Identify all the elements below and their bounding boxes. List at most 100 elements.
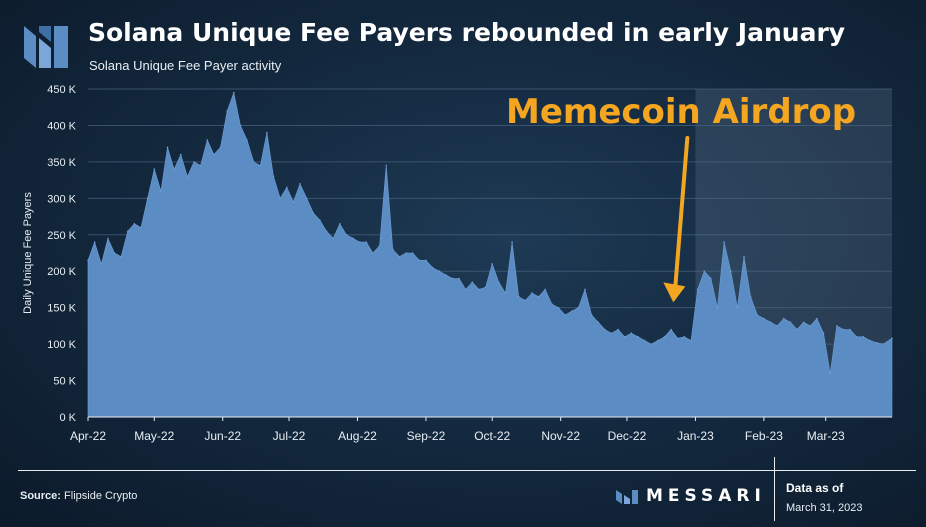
data-point <box>623 336 626 338</box>
data-point <box>657 339 659 342</box>
data-point <box>776 325 778 327</box>
data-point <box>531 292 533 294</box>
data-point <box>246 139 248 141</box>
data-point <box>849 328 851 331</box>
data-point <box>272 175 275 178</box>
data-point <box>630 332 633 334</box>
data-point <box>590 314 593 316</box>
x-tick-label: Jun-22 <box>204 429 241 443</box>
data-point <box>464 288 467 291</box>
data-point <box>749 295 752 298</box>
x-tick-label: Oct-22 <box>474 429 510 443</box>
data-point <box>325 230 328 232</box>
y-tick-label: 450 K <box>47 84 76 96</box>
data-point <box>511 241 513 243</box>
data-point <box>418 259 421 262</box>
data-point <box>252 161 255 163</box>
data-point <box>166 146 169 149</box>
y-tick-label: 200 K <box>47 266 76 278</box>
data-point <box>239 124 242 127</box>
x-tick-label: Dec-22 <box>608 429 647 443</box>
x-tick-label: Mar-23 <box>807 429 845 443</box>
data-point <box>279 197 281 200</box>
data-point <box>332 237 334 240</box>
data-point <box>126 230 129 232</box>
x-tick-label: Feb-23 <box>745 429 783 443</box>
data-point <box>146 197 149 200</box>
data-point <box>431 266 434 269</box>
data-point <box>650 343 653 345</box>
x-tick-label: Nov-22 <box>541 429 580 443</box>
data-point <box>756 314 759 316</box>
data-point <box>498 281 500 283</box>
source-label: Source: <box>20 490 61 502</box>
data-point <box>179 153 182 156</box>
data-point <box>763 317 765 320</box>
data-point <box>670 328 672 331</box>
data-point <box>365 241 368 243</box>
data-point <box>113 252 116 254</box>
data-point <box>226 110 228 112</box>
data-point <box>570 310 573 313</box>
data-point <box>319 219 321 221</box>
x-tick-label: Aug-22 <box>338 429 377 443</box>
y-axis-title: Daily Unique Fee Payers <box>22 192 34 314</box>
data-point <box>577 306 580 309</box>
data-point <box>405 252 407 254</box>
x-tick-label: May-22 <box>134 429 174 443</box>
data-point <box>683 336 686 338</box>
data-point <box>597 321 600 324</box>
data-point <box>352 237 354 240</box>
brand-name: MESSARI <box>646 486 766 506</box>
data-point <box>285 186 288 189</box>
data-point <box>213 153 215 156</box>
x-tick-label: Apr-22 <box>70 429 106 443</box>
data-point <box>829 372 831 375</box>
data-point <box>676 337 679 340</box>
data-point <box>816 317 818 320</box>
data-point <box>723 241 725 243</box>
data-point <box>193 161 195 163</box>
data-point <box>173 168 175 170</box>
messari-brand-icon <box>616 490 638 504</box>
data-point <box>504 292 507 294</box>
data-point <box>140 226 142 229</box>
area-chart: 0 K 50 K 100 K 150 K 200 K 250 K 300 K 350 K 400… <box>22 84 893 443</box>
data-point <box>312 212 315 214</box>
data-point <box>133 223 136 225</box>
data-point <box>153 168 156 170</box>
data-point <box>710 277 712 280</box>
data-point <box>425 259 427 262</box>
y-tick-label: 100 K <box>47 339 76 351</box>
data-point <box>610 332 613 334</box>
data-point <box>292 201 295 203</box>
data-point <box>743 255 745 258</box>
data-point <box>564 314 566 316</box>
data-point <box>107 237 109 240</box>
y-tick-label: 0 K <box>59 412 76 424</box>
data-point <box>557 306 560 309</box>
data-point <box>604 328 606 331</box>
y-tick-label: 50 K <box>53 376 76 388</box>
data-point <box>809 325 812 327</box>
data-point <box>120 255 122 258</box>
y-tick-label: 150 K <box>47 303 76 315</box>
data-point <box>782 317 785 320</box>
data-point <box>835 325 838 327</box>
data-point <box>160 190 162 192</box>
chart-subtitle: Solana Unique Fee Payer activity <box>89 58 282 73</box>
data-point <box>491 263 494 265</box>
data-point <box>398 255 401 258</box>
data-point <box>729 270 732 273</box>
data-point <box>299 182 301 185</box>
data-point <box>703 270 706 273</box>
data-point <box>358 241 361 243</box>
y-tick-label: 350 K <box>47 157 76 169</box>
data-point <box>266 131 268 134</box>
data-point <box>232 91 235 94</box>
data-point <box>862 336 865 338</box>
data-point <box>690 339 692 342</box>
data-point <box>882 343 884 345</box>
data-point <box>259 164 262 167</box>
source-note: Source: Flipside Crypto <box>20 490 137 502</box>
